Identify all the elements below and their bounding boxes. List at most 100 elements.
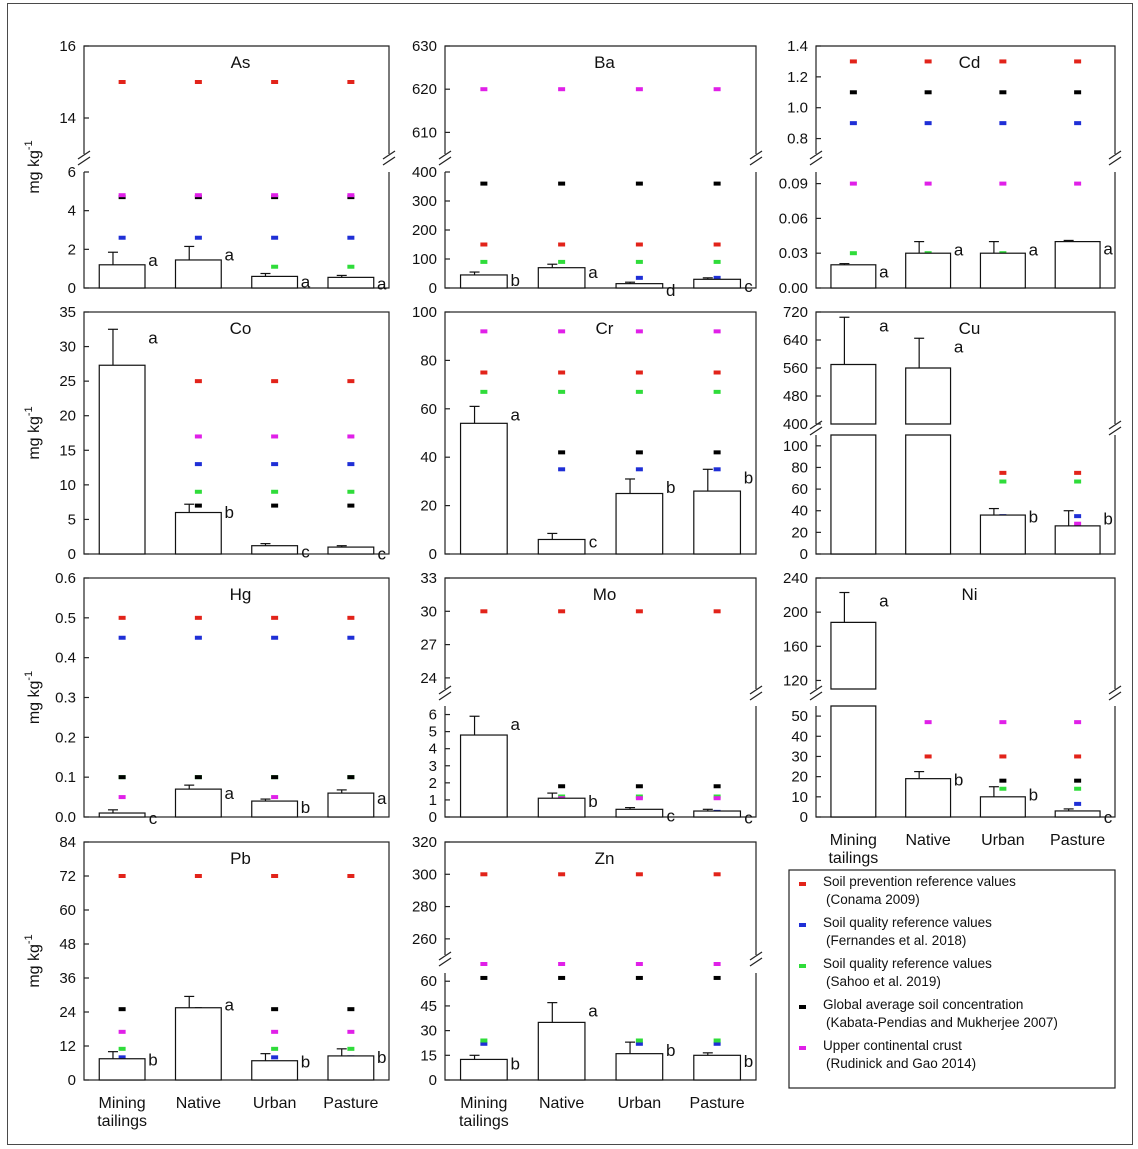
reference-marker-conama <box>480 872 488 877</box>
bar <box>174 511 222 555</box>
plot-frame-lower <box>815 706 1116 818</box>
y-tick-label: 25 <box>59 373 76 390</box>
reference-marker-sahoo <box>1074 786 1082 791</box>
y-tick-label: 6 <box>68 164 76 181</box>
y-tick-label: 20 <box>791 769 808 786</box>
y-tick-label: 84 <box>59 834 76 851</box>
y-tick-label: 0.2 <box>55 729 76 746</box>
reference-marker-conama <box>1074 59 1082 64</box>
bar <box>1054 810 1101 818</box>
reference-marker-rudinick <box>271 1029 279 1034</box>
axis-break-mark <box>1108 691 1122 701</box>
y-axis-label: mg kg-1 <box>23 140 43 193</box>
y-axis-label-superscript: -1 <box>23 140 35 150</box>
reference-marker-fernandes <box>999 121 1007 126</box>
significance-letter: b <box>1103 510 1112 529</box>
category-label: Native <box>176 1095 221 1112</box>
legend-swatch-kabata <box>799 1005 806 1009</box>
reference-marker-rudinick <box>558 87 566 92</box>
reference-marker-conama <box>999 754 1007 759</box>
reference-marker-conama <box>635 242 643 247</box>
y-tick-label: 160 <box>783 638 808 655</box>
plot-frame-upper <box>83 45 390 154</box>
category-label: Pasture <box>323 1095 378 1112</box>
reference-marker-sahoo <box>635 259 643 264</box>
reference-marker-sahoo <box>713 389 721 394</box>
reference-marker-rudinick <box>849 181 857 186</box>
legend: Soil prevention reference values (Conama … <box>788 869 1116 1089</box>
y-tick-label: 0.09 <box>779 176 808 193</box>
y-axis-label-superscript: -1 <box>23 934 35 944</box>
reference-marker-rudinick <box>1074 720 1082 725</box>
y-tick-label: 200 <box>783 604 808 621</box>
y-tick-label: 5 <box>68 511 76 528</box>
plot-frame-lower <box>444 172 757 289</box>
plot-frame-upper <box>444 45 757 154</box>
category-label: Native <box>539 1095 584 1112</box>
y-tick-label: 3 <box>429 758 437 775</box>
reference-marker-rudinick <box>118 1029 126 1034</box>
bar <box>98 364 146 555</box>
reference-marker-fernandes <box>271 635 279 640</box>
bar <box>615 283 664 289</box>
y-tick-label: 1.0 <box>787 100 808 117</box>
reference-marker-conama <box>635 370 643 375</box>
reference-marker-conama <box>194 379 202 384</box>
significance-letter: a <box>1103 239 1113 258</box>
reference-marker-sahoo <box>999 479 1007 484</box>
plot-frame <box>444 311 757 555</box>
significance-letter: a <box>1029 241 1039 260</box>
legend-source: (Rudinick and Gao 2014) <box>826 1056 976 1071</box>
plot-frame-upper <box>444 577 757 689</box>
significance-letter: b <box>954 771 963 790</box>
bar <box>98 264 146 289</box>
significance-letter: a <box>510 715 520 734</box>
axis-break-mark <box>438 691 452 701</box>
reference-marker-kabata <box>347 775 355 780</box>
reference-marker-rudinick <box>713 329 721 334</box>
bar <box>905 434 952 555</box>
plot-frame <box>83 577 390 818</box>
panel-title: Co <box>230 319 252 338</box>
reference-marker-rudinick <box>1074 521 1082 526</box>
reference-marker-kabata <box>558 975 566 980</box>
bar <box>537 538 586 555</box>
significance-letter: a <box>588 263 598 282</box>
reference-marker-conama <box>480 370 488 375</box>
reference-marker-fernandes <box>271 1055 279 1060</box>
reference-marker-kabata <box>271 503 279 508</box>
panel-title: Mo <box>593 585 617 604</box>
reference-marker-conama <box>271 874 279 878</box>
plot-frame-lower <box>83 172 390 289</box>
bar <box>459 1058 508 1081</box>
axis-break-mark <box>749 951 763 961</box>
reference-marker-fernandes <box>1074 801 1082 806</box>
bar <box>693 1054 742 1081</box>
reference-marker-conama <box>713 872 721 877</box>
reference-marker-kabata <box>480 181 488 186</box>
axis-break-mark <box>438 951 452 961</box>
bar <box>615 1053 664 1081</box>
bar <box>1054 525 1101 555</box>
y-tick-label: 24 <box>420 670 437 687</box>
significance-letter: a <box>148 251 158 270</box>
y-tick-label: 0 <box>68 1072 76 1089</box>
y-axis-label: mg kg-1 <box>23 406 43 459</box>
axis-break-mark <box>438 685 452 695</box>
y-tick-label: 33 <box>420 570 437 587</box>
bar <box>537 267 586 289</box>
reference-marker-rudinick <box>347 193 355 198</box>
bar <box>174 788 222 818</box>
legend-source: (Sahoo et al. 2019) <box>826 974 941 989</box>
reference-marker-fernandes <box>1074 121 1082 126</box>
reference-marker-conama <box>1074 754 1082 759</box>
reference-marker-kabata <box>635 784 643 789</box>
y-tick-label: 30 <box>59 339 76 356</box>
significance-letter: c <box>1104 808 1113 827</box>
reference-marker-fernandes <box>558 467 566 472</box>
significance-letter: b <box>301 798 310 817</box>
plot-frame-lower <box>815 172 1116 289</box>
y-tick-label: 20 <box>791 524 808 541</box>
bar <box>1054 241 1101 289</box>
bar <box>537 1021 586 1081</box>
